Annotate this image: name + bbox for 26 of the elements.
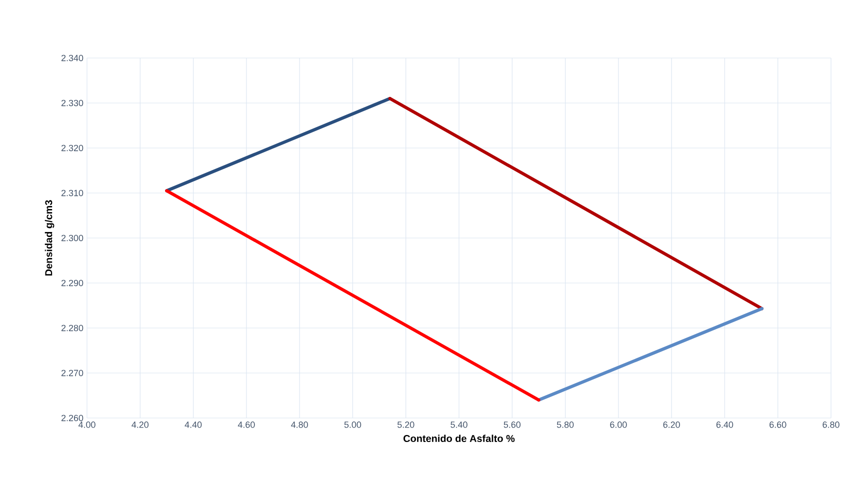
x-tick-label: 6.80: [822, 422, 840, 428]
y-tick-label: 2.330: [61, 100, 84, 106]
x-axis-title: Contenido de Asfalto %: [404, 434, 515, 442]
y-tick-label: 2.300: [61, 234, 84, 242]
x-tick-label: 5.00: [344, 422, 362, 428]
x-tick-label: 5.60: [504, 422, 521, 428]
x-tick-label: 4.80: [291, 422, 308, 428]
x-tick-label: 5.80: [556, 422, 574, 428]
x-tick-label: 5.40: [450, 422, 468, 428]
y-axis-title: Densidad g/cm3: [44, 200, 54, 276]
x-tick-label: 4.60: [238, 422, 255, 428]
x-tick-label: 5.20: [397, 422, 414, 428]
y-tick-label: 2.260: [61, 414, 84, 422]
y-tick-label: 2.290: [61, 280, 84, 286]
y-tick-label: 2.310: [61, 190, 84, 196]
x-tick-label: 6.20: [663, 422, 680, 428]
y-tick-label: 2.340: [61, 54, 84, 62]
x-tick-label: 4.00: [78, 422, 96, 428]
x-tick-label: 6.40: [716, 422, 734, 428]
x-tick-label: 6.00: [610, 422, 627, 428]
x-tick-label: 4.40: [184, 422, 202, 428]
x-tick-label: 4.20: [132, 422, 149, 428]
y-tick-label: 2.320: [61, 144, 84, 152]
x-tick-label: 6.60: [770, 422, 786, 428]
y-tick-label: 2.270: [61, 370, 84, 376]
y-tick-label: 2.280: [61, 324, 84, 332]
